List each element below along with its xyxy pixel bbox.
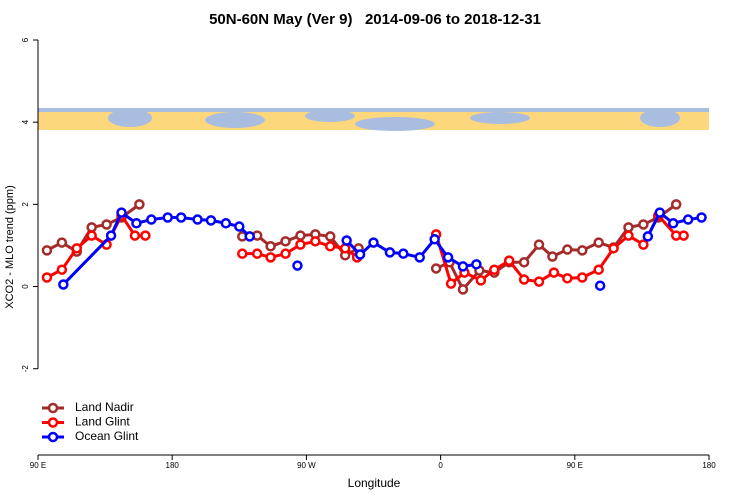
point [56,237,68,248]
point [638,239,649,250]
point [86,230,97,241]
point [310,236,321,247]
point [237,248,248,259]
point [192,214,203,225]
point [162,212,173,223]
chart-title: 50N-60N May (Ver 9) 2014-09-06 to 2018-1… [209,11,541,28]
point [533,239,545,250]
series-line [62,210,702,286]
point [642,231,654,242]
point [129,230,141,241]
point [341,235,352,246]
legend-marker [47,431,59,443]
point [280,236,291,247]
point [71,243,83,254]
point [471,259,482,270]
point [533,276,545,287]
point [442,252,454,263]
point [234,221,245,232]
point [489,264,500,275]
y-tick-label: -2 [21,365,30,373]
legend-marker [47,402,59,414]
point [292,260,303,271]
point [562,244,573,255]
point [41,245,53,256]
legend-label: Land Glint [75,415,130,429]
point [116,207,127,218]
point [295,239,306,250]
point [105,230,117,241]
y-axis-label: XCO2 - MLO trend (ppm) [4,185,16,308]
point [205,215,217,226]
point [623,222,634,233]
point [140,230,151,241]
point [146,214,157,225]
point [295,230,306,241]
x-tick-label: 0 [438,461,443,470]
point [445,278,457,289]
x-tick-label: 90 W [297,461,316,470]
point [131,218,142,229]
point [354,249,366,260]
point [430,263,442,274]
point [577,272,588,283]
point [265,241,276,252]
point [398,248,409,259]
point [429,234,440,245]
point [384,247,396,258]
point [682,214,694,225]
x-tick-label: 90 E [30,461,46,470]
y-tick-label: 0 [21,284,30,289]
x-tick-label: 90 E [567,461,583,470]
point [667,218,679,229]
point [638,219,649,230]
point [696,212,707,223]
point [251,248,263,259]
point [414,252,425,263]
point [593,264,604,275]
point [548,267,560,278]
point [265,252,276,263]
point [134,199,145,210]
point [86,222,97,233]
point [562,273,573,284]
point [58,279,69,290]
point [457,261,469,272]
point [623,230,634,241]
legend-label: Ocean Glint [75,429,139,443]
point [608,243,619,254]
point [518,274,530,285]
point [56,264,68,275]
point [475,275,487,286]
point [175,212,187,223]
point [41,272,53,283]
point [577,245,588,256]
point [280,248,291,259]
point [101,219,112,230]
point [368,237,379,248]
legend-label: Land Nadir [75,400,134,414]
point [457,284,469,295]
y-tick-label: 6 [21,37,30,42]
point [220,218,232,229]
point [670,199,682,210]
x-axis-label: Longitude [348,476,401,490]
point [594,280,606,291]
map-strip [38,108,709,131]
x-tick-label: 180 [166,461,180,470]
point [325,231,336,242]
point [518,257,530,268]
point [547,251,558,262]
point [654,207,666,218]
x-tick-label: 180 [702,461,716,470]
point [593,237,604,248]
y-tick-label: 4 [21,119,30,124]
point [503,255,515,266]
point [325,241,336,252]
legend-marker [47,417,59,428]
point [244,231,255,242]
y-tick-label: 2 [21,202,30,207]
point [678,230,689,241]
